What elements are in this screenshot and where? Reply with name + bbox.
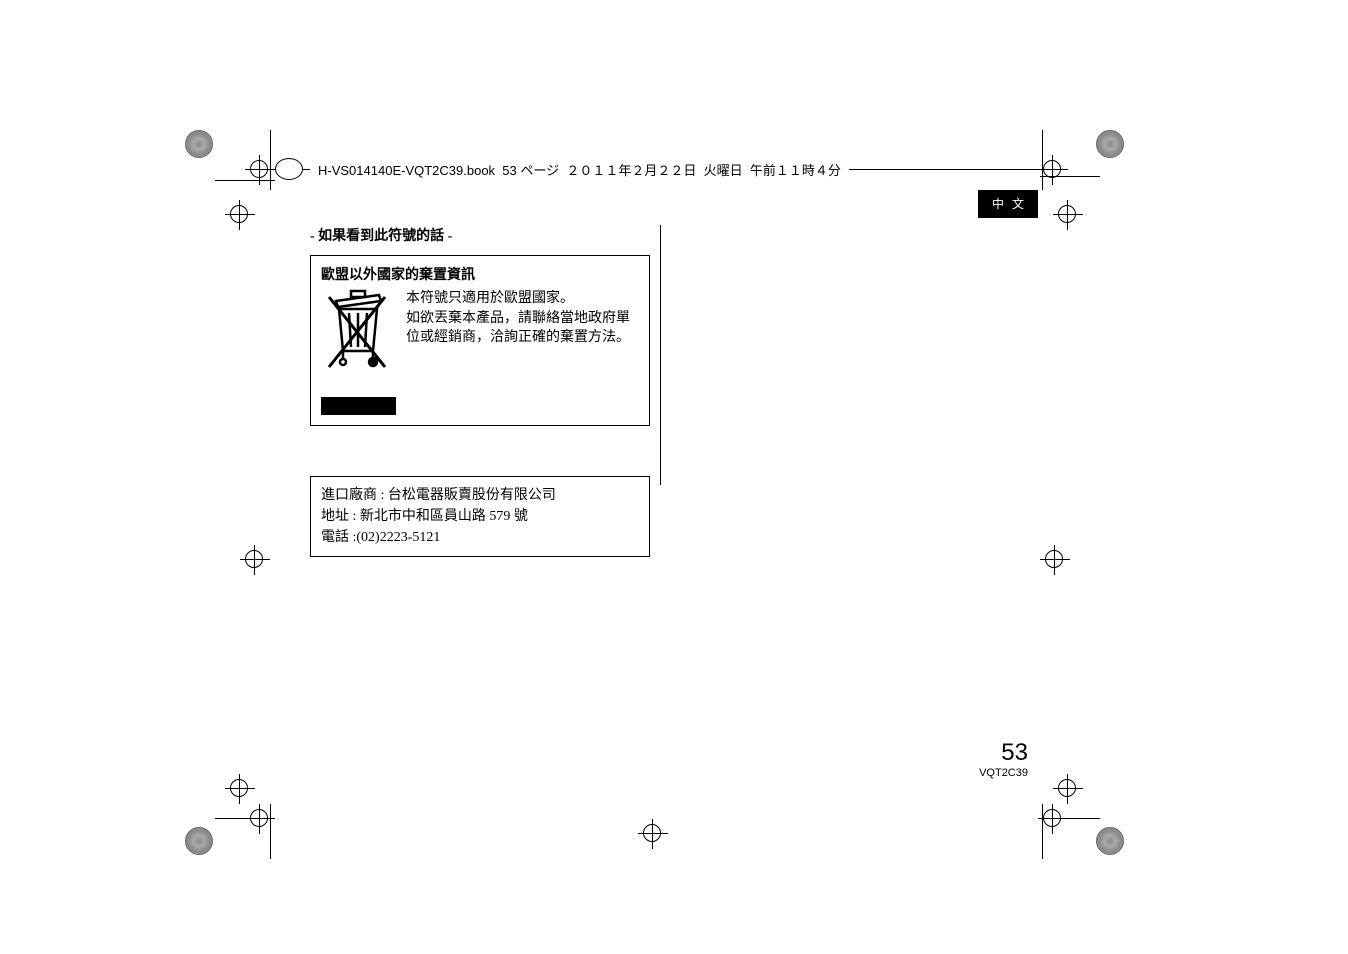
crop-mark [270,804,271,859]
registration-mark-tr [1096,130,1128,162]
registration-mark-tl [185,130,217,162]
importer-box: 進口廠商 : 台松電器販賣股份有限公司 地址 : 新北市中和區員山路 579 號… [310,476,650,557]
crop-mark [1040,176,1100,177]
weee-icon [321,289,396,415]
disposal-line1: 本符號只適用於歐盟國家。 [406,289,639,309]
importer-line2: 地址 : 新北市中和區員山路 579 號 [321,506,639,527]
crosshair-mark [638,819,668,849]
black-bar [321,397,396,415]
main-content: - 如果看到此符號的話 - 歐盟以外國家的棄置資訊 [310,225,650,557]
disposal-info-box: 歐盟以外國家的棄置資訊 [310,255,650,426]
crop-mark [1040,818,1100,819]
crop-mark [1042,804,1043,859]
header-oval-icon [275,158,303,180]
header-filename: H-VS014140E-VQT2C39.book [318,163,495,178]
header-date: ２０１１年２月２２日 [566,163,696,178]
header-text: H-VS014140E-VQT2C39.book 53 ページ ２０１１年２月２… [310,160,849,179]
crop-mark [270,130,271,190]
crosshair-mark [225,774,255,804]
page-header: H-VS014140E-VQT2C39.book 53 ページ ２０１１年２月２… [275,158,1038,182]
page-number: 53 [979,739,1028,767]
registration-mark-bl [185,827,217,859]
header-page: 53 ページ [502,163,559,178]
disposal-line2: 如欲丟棄本產品，請聯絡當地政府單位或經銷商，洽詢正確的棄置方法。 [406,309,639,348]
crosshair-mark [225,200,255,230]
column-divider [660,225,661,485]
crosshair-mark [1053,200,1083,230]
crosshair-mark [1040,545,1070,575]
header-time: 午前１１時４分 [750,163,841,178]
crop-mark [1042,130,1043,190]
document-code: VQT2C39 [979,767,1028,779]
crop-mark [215,180,275,181]
page-footer: 53 VQT2C39 [979,739,1028,779]
crosshair-mark [1053,774,1083,804]
crop-mark [215,818,275,819]
disposal-title: 歐盟以外國家的棄置資訊 [321,264,639,284]
importer-line1: 進口廠商 : 台松電器販賣股份有限公司 [321,485,639,506]
section-title: - 如果看到此符號的話 - [310,225,650,245]
disposal-text: 本符號只適用於歐盟國家。 如欲丟棄本產品，請聯絡當地政府單位或經銷商，洽詢正確的… [406,289,639,415]
header-day: 火曜日 [704,163,743,178]
registration-mark-br [1096,827,1128,859]
crosshair-mark [240,545,270,575]
language-tab: 中文 [978,190,1038,218]
importer-line3: 電話 :(02)2223-5121 [321,527,639,548]
